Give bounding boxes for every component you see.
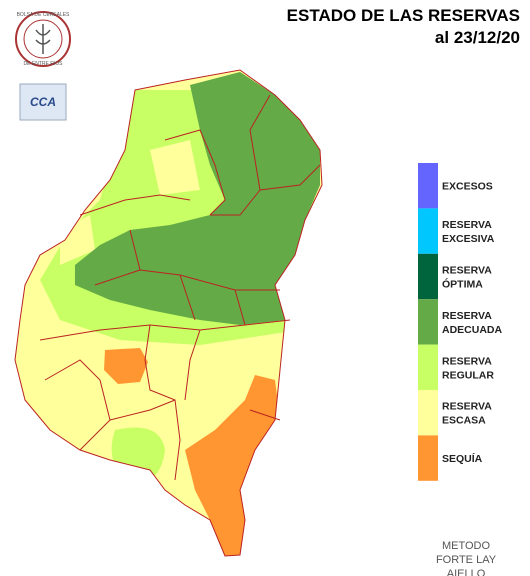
method-line: AIELLO bbox=[447, 568, 486, 576]
legend-label: RESERVA bbox=[442, 219, 492, 231]
legend-swatch bbox=[418, 344, 438, 390]
legend-swatch bbox=[418, 435, 438, 481]
legend-label: EXCESOS bbox=[442, 181, 493, 193]
legend-label: ÓPTIMA bbox=[442, 278, 483, 291]
legend-label: RESERVA bbox=[442, 310, 492, 322]
logo-region: DE ENTRE RIOS bbox=[24, 61, 64, 67]
legend-label: RESERVA bbox=[442, 401, 492, 413]
legend-swatch bbox=[418, 208, 438, 254]
method-note: METODO FORTE LAY AIELLO bbox=[436, 540, 497, 576]
legend: EXCESOSRESERVAEXCESIVARESERVAÓPTIMARESER… bbox=[418, 163, 503, 481]
legend-swatch bbox=[418, 299, 438, 345]
method-line: METODO bbox=[442, 540, 491, 552]
legend-label: ESCASA bbox=[442, 415, 486, 427]
legend-label: EXCESIVA bbox=[442, 233, 495, 245]
province-map bbox=[14, 69, 323, 557]
badge: CCA bbox=[30, 95, 56, 109]
badge-box bbox=[19, 83, 67, 121]
legend-label: RESERVA bbox=[442, 355, 492, 367]
date: al 23/12/20 bbox=[435, 28, 520, 47]
legend-label: RESERVA bbox=[442, 265, 492, 277]
legend-swatch bbox=[418, 163, 438, 209]
legend-label: ADECUADA bbox=[442, 324, 503, 336]
title: ESTADO DE LAS RESERVAS bbox=[287, 6, 520, 25]
legend-swatch bbox=[418, 253, 438, 300]
legend-swatch bbox=[418, 390, 438, 436]
legend-label: SEQUÍA bbox=[442, 452, 483, 465]
legend-label: REGULAR bbox=[442, 369, 494, 381]
logo-org: BOLSA DE CEREALES bbox=[17, 12, 70, 18]
logo: BOLSA DE CEREALES DE ENTRE RIOS CCA bbox=[15, 11, 71, 121]
method-line: FORTE LAY bbox=[436, 554, 497, 566]
